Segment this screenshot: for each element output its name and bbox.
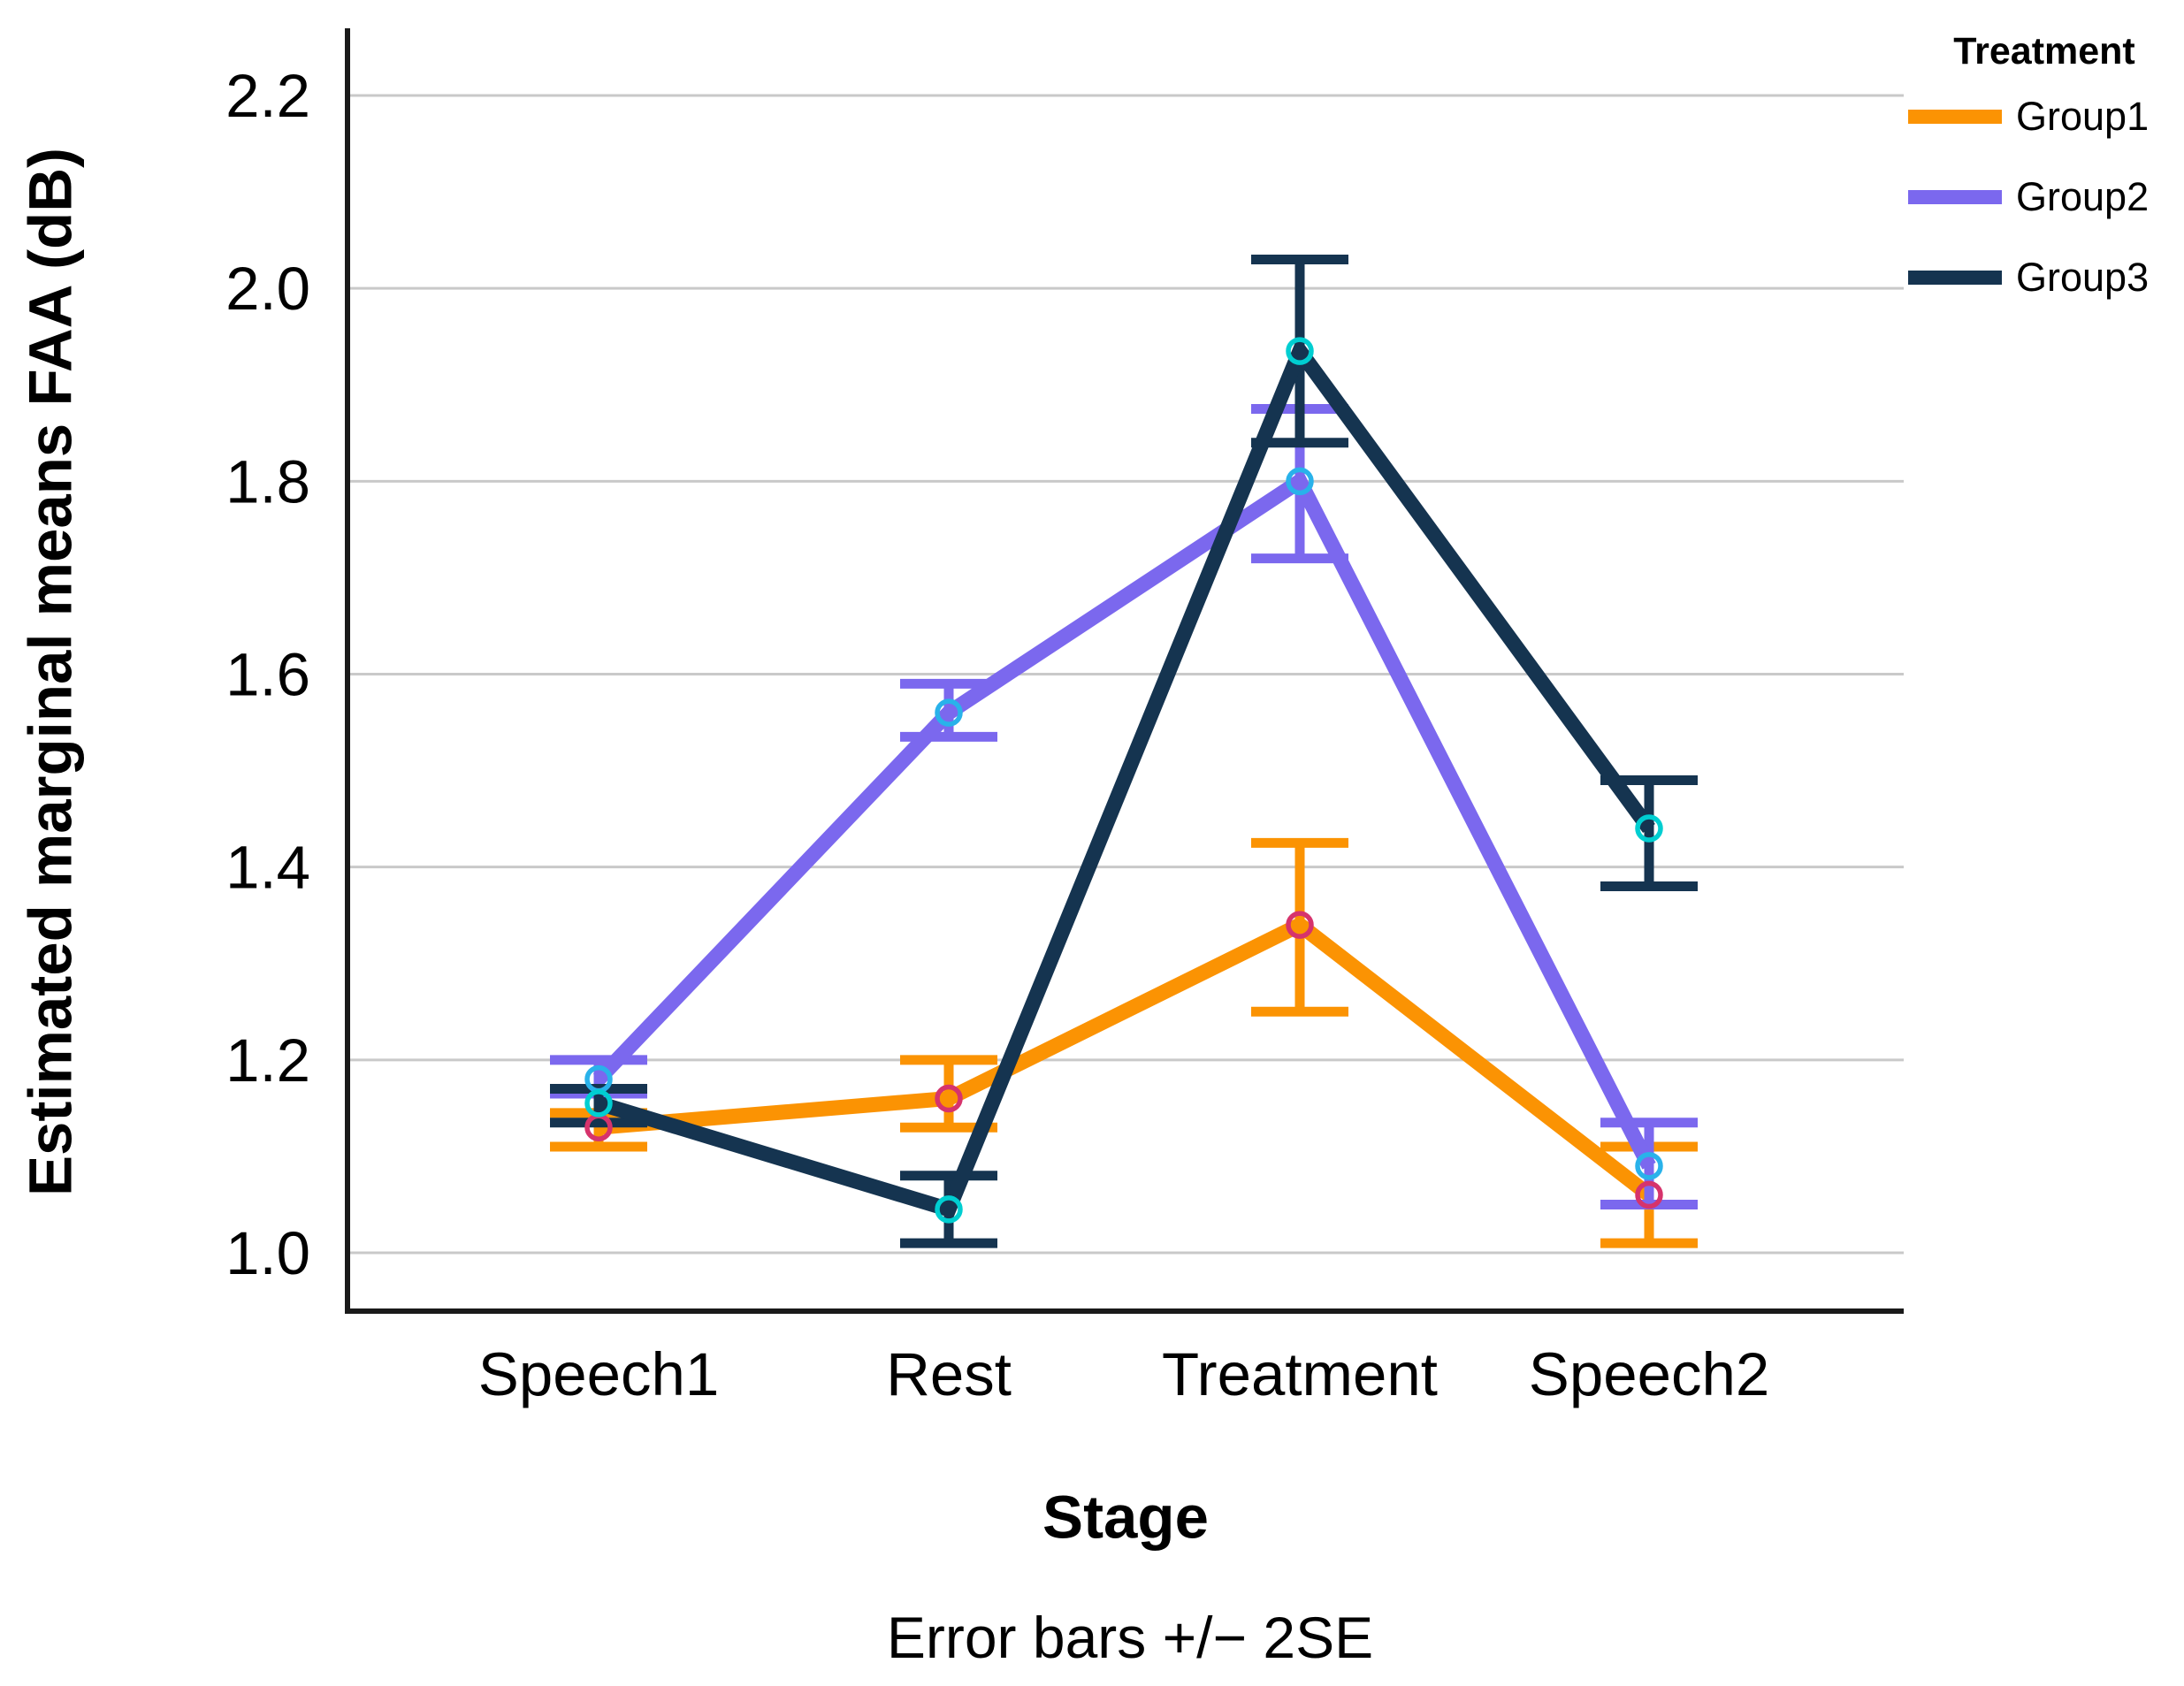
series-line-group3 [596, 335, 1655, 1219]
data-point-marker-group3 [1635, 814, 1663, 843]
data-point-marker-group1 [935, 1084, 963, 1113]
y-tick-label: 1.4 [225, 834, 310, 902]
y-tick-label: 2.0 [225, 255, 310, 323]
legend-swatch-group3 [1908, 271, 2002, 285]
error-bar-caption: Error bars +/− 2SE [886, 1605, 1374, 1670]
series-line-group1 [598, 916, 1654, 1202]
data-point-marker-group1 [1286, 911, 1314, 939]
legend-swatch-group2 [1908, 190, 2002, 204]
x-tick-label: Speech2 [1529, 1340, 1769, 1408]
legend-label-group1: Group1 [2016, 94, 2150, 139]
series-line-group2 [592, 470, 1656, 1170]
data-point-marker-group2 [1635, 1152, 1663, 1180]
x-tick-label: Treatment [1162, 1340, 1438, 1408]
legend-item-group1: Group1 [1908, 94, 2180, 139]
data-point-marker-group3 [935, 1195, 963, 1224]
legend-label-group3: Group3 [2016, 255, 2150, 300]
y-tick-label: 1.0 [225, 1219, 310, 1287]
data-point-marker-group1 [1635, 1180, 1663, 1209]
x-axis-title: Stage [1042, 1483, 1209, 1552]
legend-label-group2: Group2 [2016, 174, 2150, 219]
y-tick-label: 1.2 [225, 1026, 310, 1095]
y-tick-label: 1.6 [225, 640, 310, 708]
y-tick-label: 2.2 [225, 62, 310, 130]
data-point-marker-group2 [935, 698, 963, 727]
legend-swatch-group1 [1908, 110, 2002, 124]
data-point-marker-group3 [584, 1089, 613, 1118]
legend-title: Treatment [1953, 30, 2135, 72]
legend-item-group2: Group2 [1908, 174, 2180, 219]
data-point-marker-group2 [1286, 467, 1314, 496]
legend: Treatment Group1 Group2 Group3 [1908, 30, 2180, 338]
x-tick-label: Rest [886, 1340, 1012, 1408]
data-point-marker-group3 [1286, 337, 1314, 365]
y-axis-title: Estimated marginal means FAA (dB) [16, 147, 85, 1197]
x-tick-label: Speech1 [478, 1340, 719, 1408]
y-tick-label: 1.8 [225, 447, 310, 515]
legend-item-group3: Group3 [1908, 255, 2180, 300]
